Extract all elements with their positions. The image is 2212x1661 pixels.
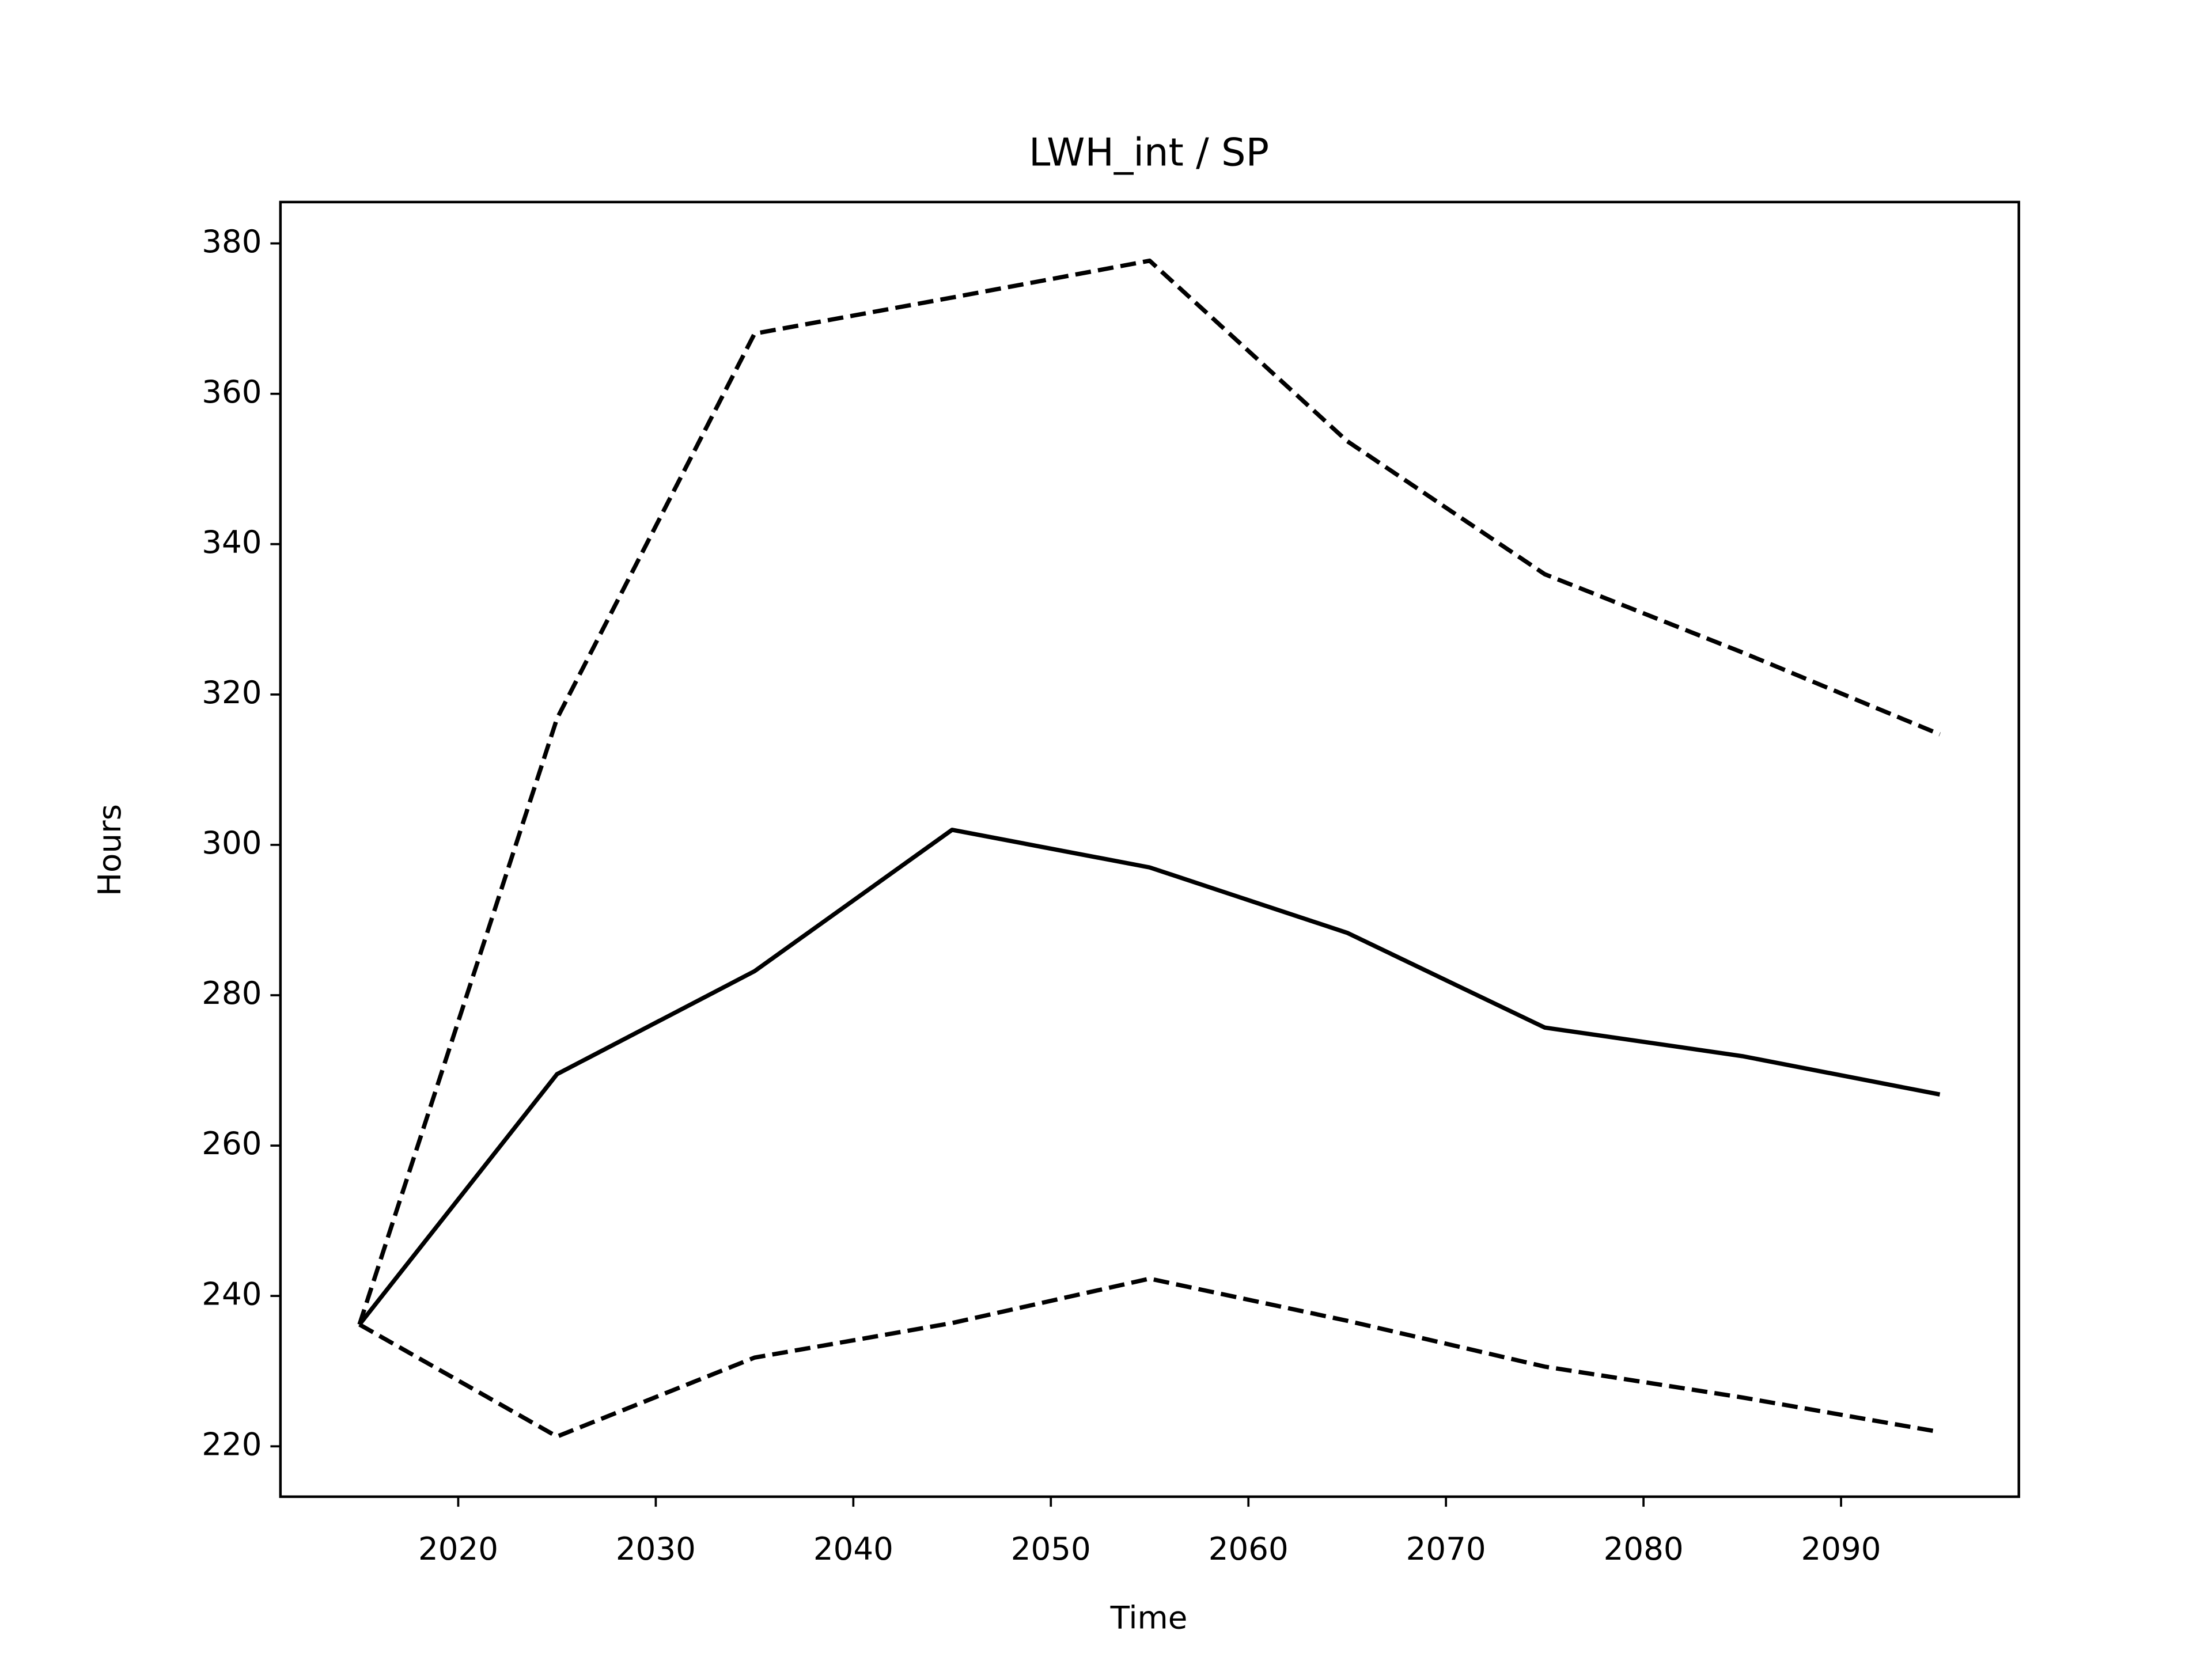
line-series (357, 258, 1941, 1325)
y-tick-label: 300 (202, 824, 262, 861)
x-tick-label: 2050 (1011, 1530, 1091, 1567)
line-series (358, 1276, 1941, 1439)
x-tick-label: 2090 (1801, 1530, 1881, 1567)
x-tick-label: 2080 (1604, 1530, 1684, 1567)
y-tick-label: 260 (202, 1125, 262, 1162)
plot-frame (279, 200, 2020, 1498)
y-tick-label: 360 (202, 373, 262, 410)
chart-title: LWH_int / SP (1029, 130, 1269, 175)
x-tick-label: 2060 (1209, 1530, 1289, 1567)
y-tick-label: 220 (202, 1425, 262, 1462)
y-axis-label: Hours (91, 804, 128, 896)
x-tick-label: 2020 (418, 1530, 498, 1567)
x-tick-label: 2040 (813, 1530, 893, 1567)
x-tick-label: 2070 (1406, 1530, 1486, 1567)
y-tick-label: 320 (202, 674, 262, 711)
y-tick-label: 340 (202, 524, 262, 560)
x-axis-label: Time (1110, 1599, 1188, 1636)
line-series (358, 828, 1941, 1326)
y-tick-label: 380 (202, 223, 262, 260)
x-tick-label: 2030 (616, 1530, 696, 1567)
y-tick-label: 240 (202, 1275, 262, 1312)
y-tick-label: 280 (202, 974, 262, 1011)
